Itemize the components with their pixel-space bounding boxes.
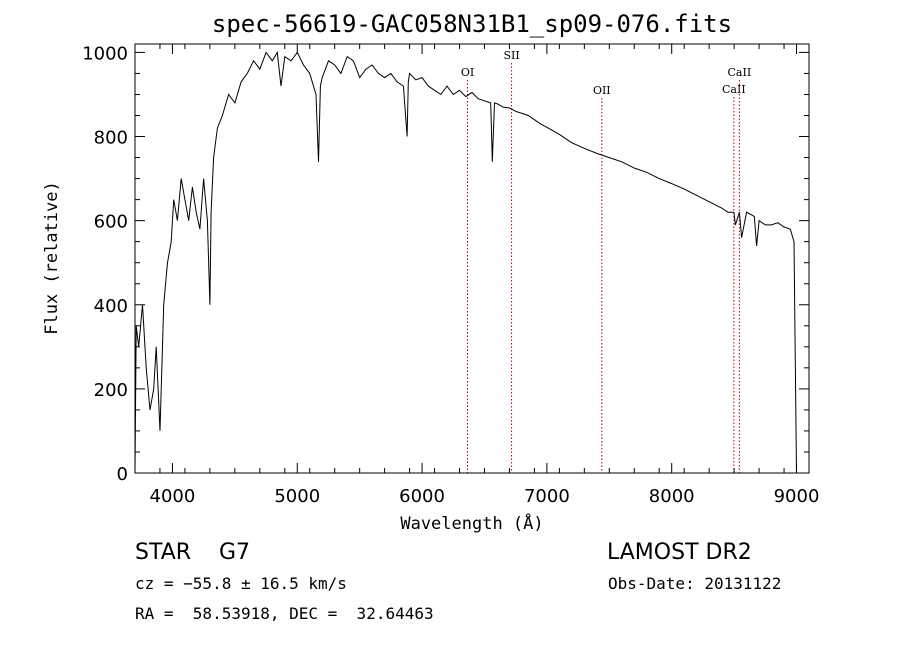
y-tick-label: 0 <box>117 464 128 485</box>
line-marker-label: OII <box>593 84 611 97</box>
y-tick-label: 200 <box>94 380 128 401</box>
x-tick-label: 7000 <box>524 486 570 507</box>
y-tick-label: 600 <box>94 212 128 233</box>
y-tick-label: 400 <box>94 296 128 317</box>
x-tick-label: 5000 <box>274 486 320 507</box>
line-marker-label: SII <box>503 49 519 62</box>
spectrum-line <box>134 50 797 474</box>
axis-ticks: 4000 5000 6000 7000 8000 9000 0 200 400 600 800 100… <box>82 43 819 507</box>
y-axis-label: Flux (relative) <box>42 181 62 335</box>
observation-date: Obs-Date: 20131122 <box>608 574 782 593</box>
coordinates-readout: RA = 58.53918, DEC = 32.64463 <box>135 604 434 623</box>
chart-title: spec-56619-GAC058N31B1_sp09-076.fits <box>212 10 732 38</box>
x-tick-label: 9000 <box>774 486 820 507</box>
line-marker-label: CaII <box>722 83 746 96</box>
emission-line-markers: OI SII OII CaII CaII <box>461 49 751 473</box>
object-class: STAR G7 <box>135 540 251 565</box>
x-axis-label: Wavelength (Å) <box>400 512 543 534</box>
x-tick-label: 6000 <box>399 486 445 507</box>
redshift-readout: cz = −55.8 ± 16.5 km/s <box>135 574 347 593</box>
y-tick-label: 800 <box>94 128 128 149</box>
survey-name: LAMOST DR2 <box>607 540 752 565</box>
x-tick-label: 8000 <box>649 486 695 507</box>
x-tick-label: 4000 <box>150 486 196 507</box>
plot-frame <box>134 43 810 474</box>
line-marker-label: OI <box>461 66 474 79</box>
line-marker-label: CaII <box>728 66 752 79</box>
y-tick-label: 1000 <box>82 43 128 64</box>
